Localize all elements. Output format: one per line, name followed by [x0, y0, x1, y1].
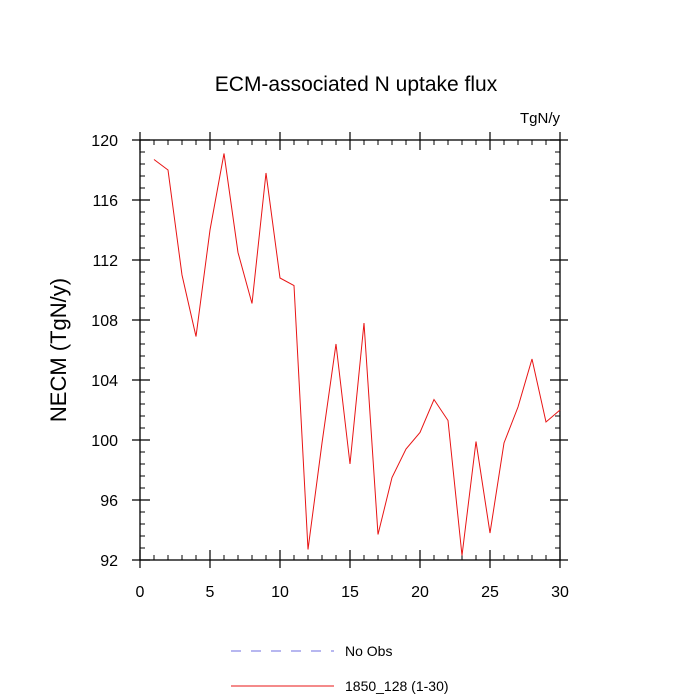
major-ticks [132, 132, 568, 568]
y-tick-label: 120 [91, 133, 118, 150]
x-tick-label: 25 [481, 584, 499, 601]
plot-frame [139, 139, 561, 561]
chart-title: ECM-associated N uptake flux [215, 73, 498, 96]
y-tick-label: 92 [100, 553, 118, 570]
x-tick-label: 0 [136, 584, 145, 601]
y-axis-label: NECM (TgN/y) [46, 278, 71, 422]
x-tick-label: 30 [551, 584, 569, 601]
y-tick-label: 112 [92, 253, 118, 270]
minor-ticks [140, 140, 560, 560]
legend-label-1850-128: 1850_128 (1-30) [345, 678, 449, 694]
y-tick-label: 104 [91, 373, 118, 390]
y-tick-label: 116 [92, 193, 118, 210]
legend-label-no-obs: No Obs [345, 643, 392, 659]
units-label: TgN/y [520, 110, 561, 127]
tick-labels: 0 5 10 15 20 25 30 92 96 100 104 108 112 116 120 [91, 133, 569, 601]
x-tick-label: 15 [341, 584, 359, 601]
y-tick-label: 108 [91, 313, 118, 330]
x-tick-label: 5 [206, 584, 215, 601]
x-tick-label: 20 [411, 584, 429, 601]
y-tick-label: 100 [91, 433, 118, 450]
series-group [153, 153, 561, 556]
y-tick-label: 96 [100, 493, 118, 510]
x-tick-label: 10 [271, 584, 289, 601]
legend: No Obs 1850_128 (1-30) [231, 643, 449, 694]
series-line-1 [153, 153, 561, 556]
